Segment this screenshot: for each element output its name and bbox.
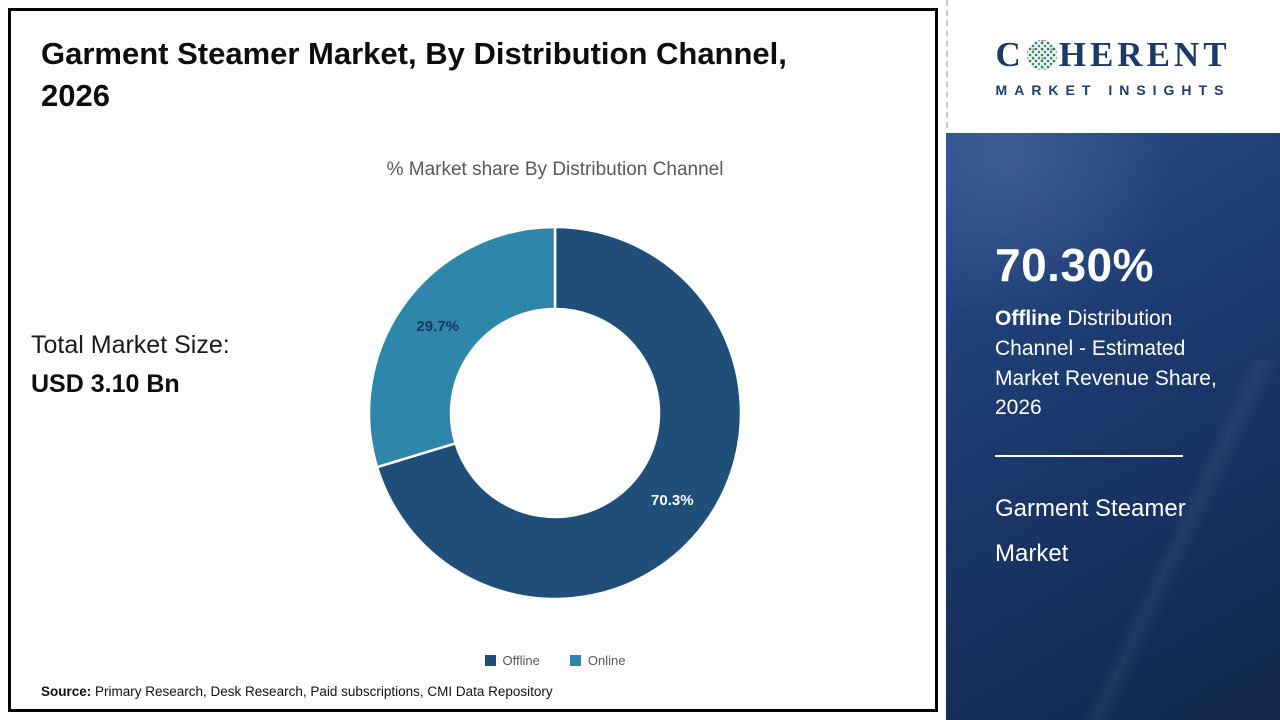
chart-subtitle: % Market share By Distribution Channel — [386, 159, 724, 180]
total-market-size-label: Total Market Size: — [31, 331, 230, 359]
chart-panel: Garment Steamer Market, By Distribution … — [8, 8, 938, 712]
sidebar: C HERENT MARKET INSIGHTS 70.30% Offline D… — [946, 0, 1280, 720]
total-market-size: Total Market Size: USD 3.10 Bn — [31, 331, 230, 399]
legend-label-offline: Offline — [502, 653, 540, 668]
legend-label-online: Online — [587, 653, 626, 668]
donut-chart-svg: 70.3% 29.7% — [367, 225, 743, 601]
highlight-stat-description: Offline Distribution Channel - Estimated… — [995, 304, 1233, 423]
source-text: Primary Research, Desk Research, Paid su… — [91, 684, 553, 699]
donut-data-label-offline: 70.3% — [651, 492, 694, 509]
logo-dashed-divider — [946, 0, 948, 128]
source-label: Source: — [41, 684, 92, 699]
legend-swatch-offline — [484, 655, 496, 666]
highlight-stat-text: Distribution Channel - Estimated Market … — [995, 307, 1217, 420]
chart-legend: Offline Online — [175, 653, 935, 668]
highlight-stat-segment: Offline — [995, 307, 1062, 330]
donut-chart: 70.3% 29.7% — [365, 223, 745, 603]
donut-slice-offline — [375, 225, 743, 601]
sidebar-divider — [995, 455, 1183, 458]
donut-slice-online — [367, 225, 557, 469]
logo-wordmark: C HERENT — [995, 35, 1230, 75]
highlight-panel: 70.30% Offline Distribution Channel - Es… — [946, 133, 1280, 720]
highlight-stat-value: 70.30% — [995, 239, 1155, 291]
sidebar-market-name: Garment Steamer Market — [995, 495, 1186, 567]
legend-item-online: Online — [569, 653, 626, 668]
logo-globe-icon — [1026, 40, 1057, 70]
source-line: Source: Primary Research, Desk Research,… — [41, 684, 553, 699]
donut-data-label-online: 29.7% — [416, 318, 459, 335]
total-market-size-value: USD 3.10 Bn — [31, 370, 180, 398]
brand-logo: C HERENT MARKET INSIGHTS — [946, 0, 1280, 133]
logo-letters-rest: HERENT — [1058, 35, 1231, 74]
legend-swatch-online — [569, 655, 581, 666]
legend-item-offline: Offline — [484, 653, 540, 668]
logo-letter-c: C — [995, 35, 1025, 74]
page-title: Garment Steamer Market, By Distribution … — [41, 36, 787, 113]
logo-subtitle: MARKET INSIGHTS — [995, 82, 1231, 98]
